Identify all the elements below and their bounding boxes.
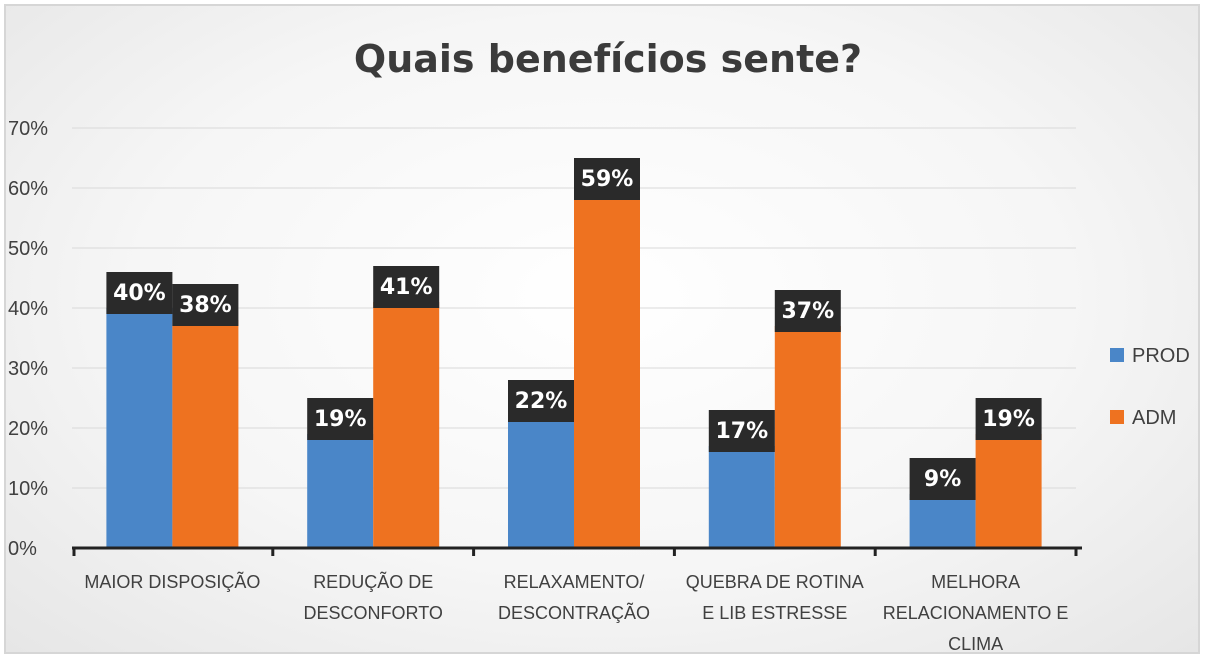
bar-adm	[574, 194, 640, 548]
data-label: 17%	[715, 419, 768, 444]
bar-prod	[708, 446, 775, 548]
bar-adm	[975, 434, 1042, 548]
data-label-box	[508, 380, 574, 422]
y-tick-label: 50%	[8, 238, 48, 260]
x-tick-label: MELHORA	[931, 572, 1020, 592]
data-label-box	[373, 266, 440, 308]
data-labels: 40% 38% 19% 41% 22% 59% 17% 37% 9% 19%	[106, 158, 1042, 500]
x-tick-label: E LIB ESTRESSE	[702, 603, 847, 623]
x-tick-label: QUEBRA DE ROTINA	[686, 572, 864, 592]
bar-prod	[106, 308, 173, 548]
data-label-box	[774, 290, 841, 332]
y-tick-label: 70%	[8, 118, 48, 140]
legend-label-prod: PROD	[1132, 345, 1190, 367]
data-label: 19%	[982, 407, 1035, 432]
legend-swatch-prod	[1110, 348, 1124, 362]
data-label-box	[574, 158, 640, 200]
bar-prod	[909, 494, 976, 548]
data-label: 9%	[924, 467, 961, 492]
bar-adm	[373, 302, 440, 548]
y-axis-ticks: 0% 10% 20% 30% 40% 50% 60% 70%	[8, 118, 48, 560]
data-label: 41%	[380, 275, 433, 300]
data-label-box	[106, 272, 173, 314]
chart-title: Quais benefícios sente?	[354, 37, 862, 81]
x-tick-label: MAIOR DISPOSIÇÃO	[84, 571, 260, 592]
bar-prod	[508, 416, 574, 548]
legend-label-adm: ADM	[1132, 407, 1176, 429]
data-label-box	[708, 410, 775, 452]
data-label-box	[909, 458, 976, 500]
x-tick-label: DESCONTRAÇÃO	[498, 602, 650, 623]
x-tick-label: REDUÇÃO DE	[313, 571, 433, 592]
bar-adm	[172, 320, 239, 548]
bar-adm	[774, 326, 841, 548]
y-tick-label: 40%	[8, 298, 48, 320]
y-tick-label: 20%	[8, 418, 48, 440]
bar-prod	[307, 434, 374, 548]
data-label-box	[975, 398, 1042, 440]
data-label: 22%	[515, 389, 568, 414]
data-label: 40%	[113, 281, 166, 306]
y-tick-label: 10%	[8, 478, 48, 500]
bars	[106, 194, 1042, 548]
x-axis: MAIOR DISPOSIÇÃO REDUÇÃO DE DESCONFORTO REL…	[72, 546, 1082, 654]
y-tick-label: 60%	[8, 178, 48, 200]
bar-chart: Quais benefícios sente? 0% 10% 20% 30% 40% 50…	[8, 37, 1190, 654]
y-tick-label: 0%	[8, 538, 37, 560]
data-label: 59%	[581, 167, 634, 192]
data-label: 19%	[314, 407, 367, 432]
legend: PROD ADM	[1110, 345, 1190, 429]
chart-frame: Quais benefícios sente? 0% 10% 20% 30% 40% 50…	[4, 4, 1200, 654]
x-tick-label: DESCONFORTO	[304, 603, 443, 623]
legend-swatch-adm	[1110, 410, 1124, 424]
x-tick-label: RELAXAMENTO/	[504, 572, 645, 592]
data-label-box	[307, 398, 374, 440]
data-label: 38%	[179, 293, 232, 318]
data-label-box	[172, 284, 239, 326]
x-tick-label: CLIMA	[948, 634, 1003, 654]
data-label: 37%	[781, 299, 834, 324]
x-tick-label: RELACIONAMENTO E	[883, 603, 1069, 623]
y-tick-label: 30%	[8, 358, 48, 380]
